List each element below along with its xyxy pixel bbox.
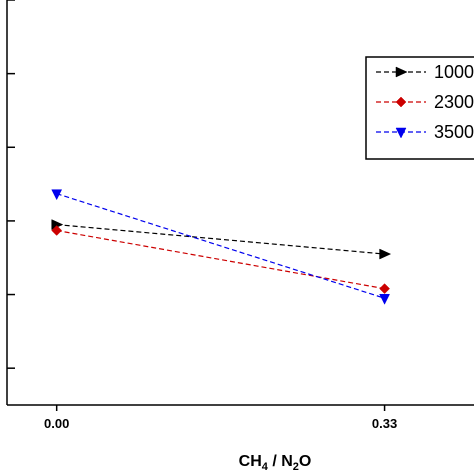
data-point [395, 96, 407, 108]
data-point [51, 189, 63, 201]
data-point [379, 293, 390, 305]
x-tick-label: 0.00 [44, 416, 69, 431]
series-layer [51, 189, 392, 305]
data-point [379, 248, 392, 260]
x-tick-label: 0.33 [372, 416, 397, 431]
data-point [395, 66, 408, 78]
legend-entry: 1000 [434, 62, 474, 82]
data-point [379, 283, 390, 295]
series-line-3500 [56, 193, 385, 299]
x-axis-label: CH4 / N2O [239, 453, 312, 473]
legend-entry: 3500 [434, 122, 474, 142]
data-point [51, 225, 63, 236]
axes: 0.00 0.33 [6, 0, 474, 431]
legend-entry: 2300 [434, 92, 474, 112]
series-line-1000 [56, 223, 385, 255]
legend: 1000 2300 3500 [365, 56, 474, 160]
legend-box [365, 56, 474, 160]
data-point [395, 127, 407, 139]
